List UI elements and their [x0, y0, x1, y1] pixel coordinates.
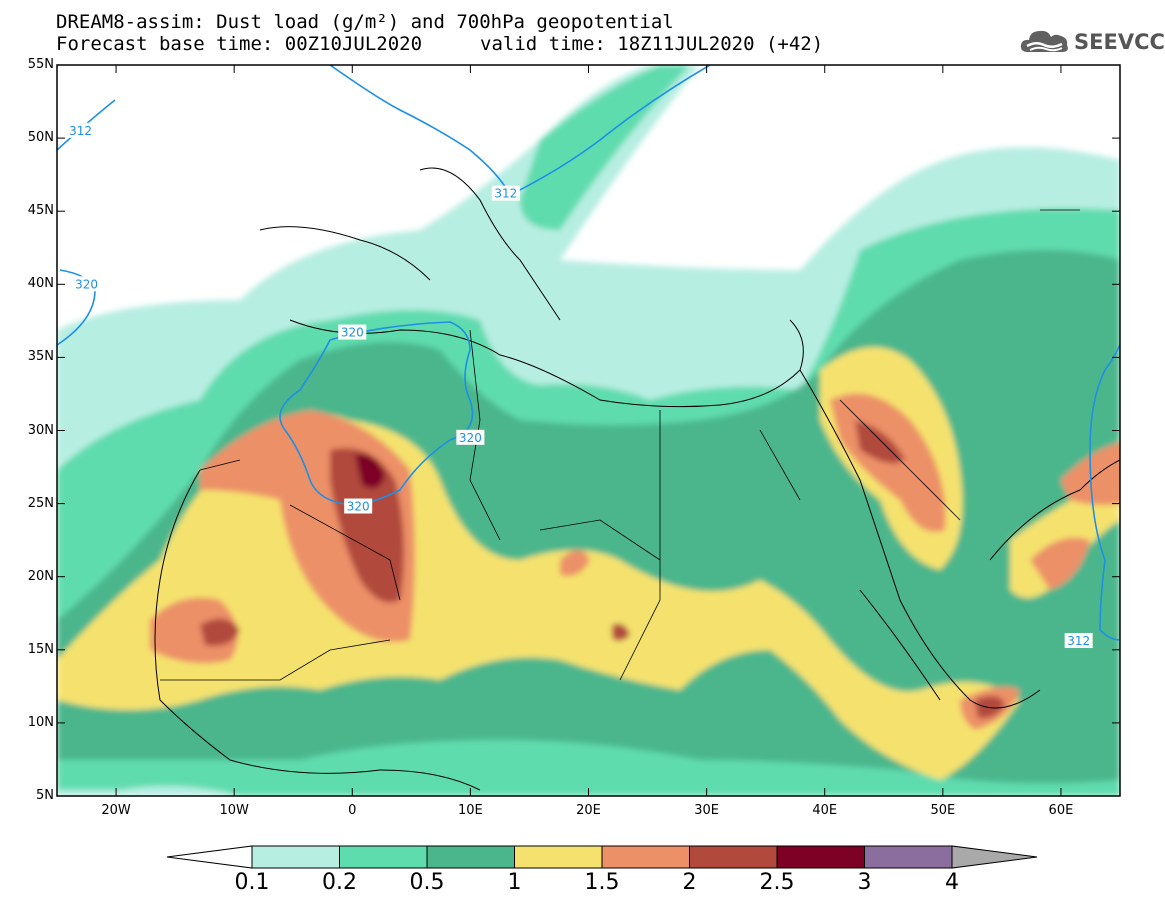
logo-text: SEEVCCC — [1074, 30, 1165, 54]
colorbar-level-label: 2 — [682, 870, 697, 895]
lon-label-10W: 10W — [219, 803, 249, 818]
contour-label: 312 — [66, 122, 95, 138]
lat-label-45N: 45N — [27, 203, 54, 219]
lat-label-20N: 20N — [27, 568, 54, 584]
map-title: DREAM8-assim: Dust load (g/m²) and 700hP… — [56, 11, 674, 33]
colorbar-level-label: 2.5 — [759, 870, 795, 895]
lat-label-50N: 50N — [27, 130, 54, 146]
contour-label: 312 — [1064, 633, 1093, 649]
lon-label-50E: 50E — [930, 803, 956, 818]
lat-label-30N: 30N — [27, 422, 54, 438]
contour-label: 320 — [338, 324, 367, 340]
svg-text:312: 312 — [1067, 634, 1090, 648]
svg-text:320: 320 — [341, 326, 364, 340]
lon-label-40E: 40E — [812, 803, 838, 818]
dust-load-map: 312 320 320 312 320 320 312 — [56, 64, 1121, 797]
colorbar-level-label: 0.2 — [322, 870, 357, 895]
svg-text:320: 320 — [347, 500, 370, 514]
lon-label-0: 0 — [348, 803, 357, 818]
lat-label-40N: 40N — [27, 276, 54, 292]
lon-label-20E: 20E — [576, 803, 601, 818]
contour-label: 320 — [456, 429, 485, 445]
dust-field — [57, 65, 1120, 796]
contour-label: 312 — [491, 185, 520, 201]
colorbar-level-label: 0.5 — [409, 870, 445, 895]
axis-ticks — [57, 64, 1120, 797]
svg-text:312: 312 — [494, 187, 517, 201]
borders — [160, 209, 1080, 681]
cloud-logo-icon — [1020, 30, 1068, 52]
lon-label-60E: 60E — [1048, 803, 1074, 818]
lat-label-25N: 25N — [27, 495, 54, 511]
lat-label-10N: 10N — [27, 714, 54, 730]
colorbar-level-label: 0.1 — [234, 870, 270, 895]
colorbar-level-label: 1.5 — [584, 870, 620, 895]
lon-label-20W: 20W — [101, 803, 131, 818]
valid-time: valid time: 18Z11JUL2020 (+42) — [480, 33, 824, 55]
svg-text:312: 312 — [69, 124, 92, 138]
seevccc-logo: SEEVCCC — [1018, 26, 1165, 58]
lat-label-5N: 5N — [36, 788, 54, 803]
lon-label-30E: 30E — [694, 803, 719, 818]
colorbar-level-label: 4 — [945, 870, 959, 895]
lat-label-35N: 35N — [27, 349, 54, 365]
geopotential-contours — [57, 65, 1120, 641]
lat-label-55N: 55N — [27, 57, 54, 72]
contour-label: 320 — [344, 498, 373, 514]
contour-label: 320 — [72, 276, 101, 292]
svg-text:320: 320 — [75, 277, 98, 291]
lat-label-15N: 15N — [27, 641, 54, 657]
colorbar-level-label: 3 — [857, 870, 872, 895]
coastlines — [154, 167, 1120, 791]
colorbar-level-label: 1 — [507, 870, 522, 895]
forecast-base-time: Forecast base time: 00Z10JUL2020 — [56, 33, 423, 55]
lon-label-10E: 10E — [457, 803, 483, 818]
svg-text:320: 320 — [459, 431, 482, 445]
contour-labels: 312 320 320 312 320 320 312 — [66, 122, 1093, 649]
